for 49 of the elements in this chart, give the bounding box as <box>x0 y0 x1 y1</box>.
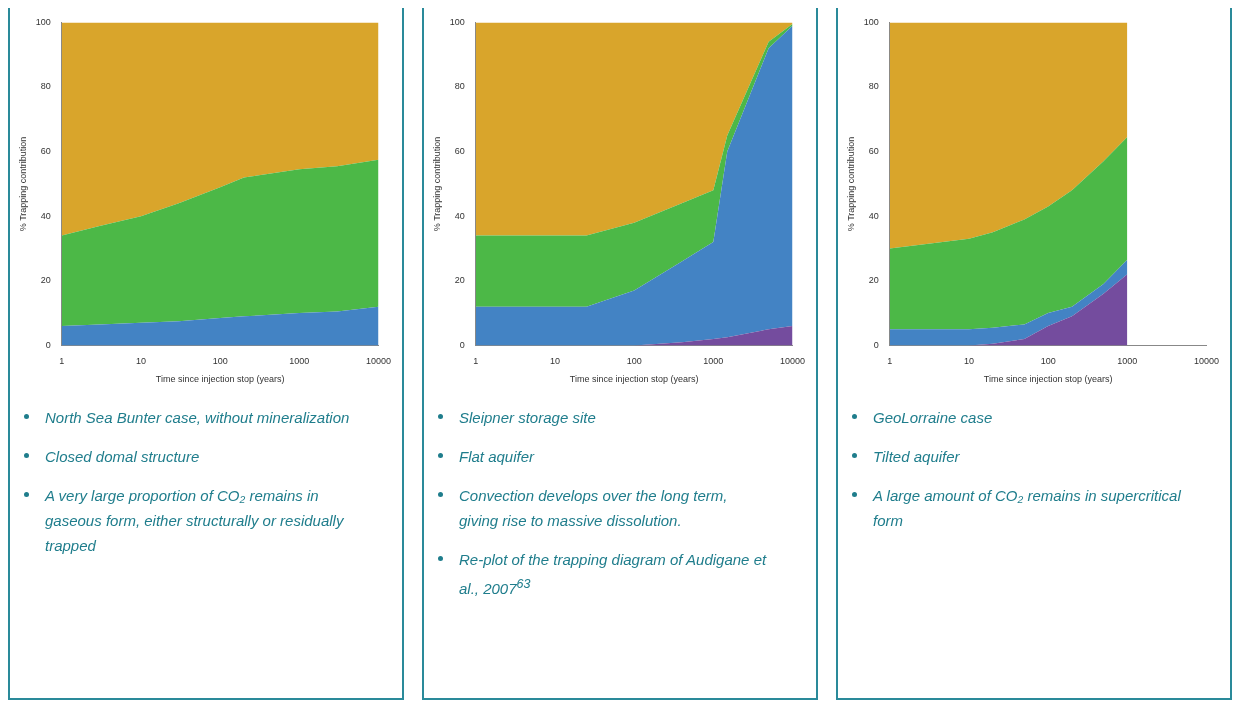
y-tick-label: 60 <box>40 146 51 157</box>
x-tick-label: 1 <box>887 356 893 367</box>
y-tick-label: 0 <box>45 339 51 350</box>
x-tick-label: 10000 <box>779 356 805 367</box>
x-tick-label: 1000 <box>289 356 310 367</box>
x-tick-label: 10 <box>135 356 146 367</box>
text: A large amount of CO₂ remains in supercritical form <box>873 486 1182 531</box>
text: GeoLorraine case <box>873 408 994 428</box>
y-tick-label: 0 <box>873 339 879 350</box>
text: Closed domal structure <box>45 447 201 467</box>
x-tick-label: 1 <box>473 356 479 367</box>
y-tick-label: 100 <box>35 16 51 27</box>
y-tick-label: 80 <box>868 81 879 92</box>
y-tick-label: 20 <box>454 275 465 286</box>
y-tick-label: 60 <box>868 146 879 157</box>
y-tick-label: 40 <box>454 210 465 221</box>
text: Convection develops over the long term, giving rise to massive dissolution. <box>459 486 729 531</box>
x-tick-label: 10 <box>963 356 974 367</box>
y-tick-label: 80 <box>40 81 51 92</box>
x-axis-title: Time since injection stop (years) <box>983 374 1113 385</box>
y-tick-label: 40 <box>40 210 51 221</box>
x-tick-label: 1000 <box>1117 356 1138 367</box>
y-tick-label: 80 <box>454 81 465 92</box>
text: North Sea Bunter case, without mineralization <box>45 408 351 428</box>
y-axis-title: % Trapping contribution <box>17 136 28 232</box>
text: Tilted aquifer <box>873 447 961 467</box>
y-tick-label: 100 <box>863 16 879 27</box>
x-tick-label: 1000 <box>703 356 724 367</box>
x-tick-label: 10000 <box>1193 356 1219 367</box>
x-axis-title: Time since injection stop (years) <box>569 374 699 385</box>
text: Re-plot of the trapping diagram of Audigane et al., 2007$^{63}$ <box>459 550 768 599</box>
x-tick-label: 10000 <box>365 356 391 367</box>
y-tick-label: 40 <box>868 210 879 221</box>
x-axis-title: Time since injection stop (years) <box>155 374 285 385</box>
y-tick-label: 100 <box>449 16 465 27</box>
text: Sleipner storage site <box>459 408 597 428</box>
text: Flat aquifer <box>459 447 536 467</box>
x-tick-label: 1 <box>59 356 65 367</box>
y-tick-label: 60 <box>454 146 465 157</box>
y-tick-label: 20 <box>868 275 879 286</box>
y-axis-title: % Trapping contribution <box>845 136 856 232</box>
y-axis-title: % Trapping contribution <box>431 136 442 232</box>
y-tick-label: 20 <box>40 275 51 286</box>
x-tick-label: 100 <box>1040 356 1056 367</box>
x-tick-label: 100 <box>626 356 642 367</box>
text: A very large proportion of CO₂ remains in gaseous form, either structurally or residually trapped <box>45 486 345 556</box>
x-tick-label: 10 <box>549 356 560 367</box>
x-tick-label: 100 <box>212 356 228 367</box>
y-tick-label: 0 <box>459 339 465 350</box>
